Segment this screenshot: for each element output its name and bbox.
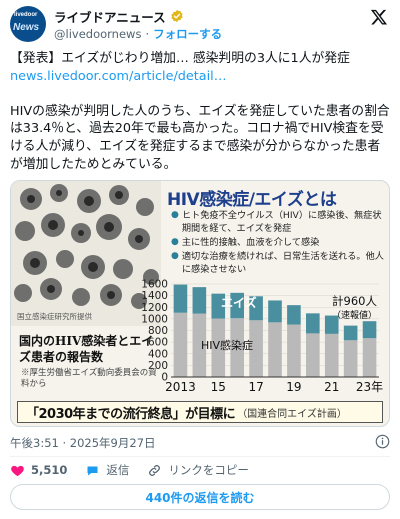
bullet-dot-icon: ●	[171, 210, 179, 220]
y-tick-label: 0	[161, 372, 168, 384]
bar-hiv-2020	[306, 333, 320, 377]
bar-hiv-2016	[230, 318, 244, 377]
bar-aids-2020	[306, 313, 320, 334]
name-row: ライブドアニュース	[54, 8, 184, 25]
copy-link-button[interactable]: リンクをコピー	[147, 462, 249, 478]
tweet-text: 【発表】エイズがじわり増加… 感染判明の3人に1人が発症 news.livedo…	[10, 50, 392, 173]
heart-icon	[11, 465, 24, 476]
bar-hiv-2018	[268, 322, 282, 377]
account-name[interactable]: ライブドアニュース	[54, 9, 166, 25]
bar-aids-2017	[249, 296, 263, 321]
series-label-aids: エイズ	[221, 295, 257, 310]
hiv-virus-photo: 国立感染症研究所提供	[11, 181, 161, 326]
verified-badge-icon	[170, 9, 183, 23]
separator-dot: ·	[145, 27, 150, 41]
article-link[interactable]: news.livedoor.com/article/detail…	[10, 68, 227, 84]
info-bullets: ● ヒト免疫不全ウイルス（HIV）に感染後、無症状期間を経て、エイズを発症 ● 主に…	[171, 209, 389, 277]
bar-aids-2021	[324, 315, 339, 334]
bar-hiv-2014	[192, 313, 207, 377]
goal-banner-sub: （国連合同エイズ計画）	[237, 408, 347, 420]
total-annotation: 計960人	[332, 294, 377, 308]
handle-row: @livedoornews · フォローする	[54, 26, 222, 42]
bullet-dot-icon: ●	[171, 237, 179, 247]
like-count: 5,510	[31, 463, 68, 477]
x-tick-label: 21	[324, 380, 339, 394]
virus-micrograph	[14, 184, 159, 309]
info-bullet: ● 適切な治療を続ければ、日常生活を送れる。他人に感染させない	[171, 251, 384, 275]
bar-aids-2022	[343, 325, 358, 341]
y-tick-label: 200	[148, 360, 168, 372]
attached-image[interactable]: 国立感染症研究所提供 HIV感染症/エイズとは ● ヒト免疫不全ウイルス（HIV）…	[10, 180, 390, 427]
reply-label: 返信	[106, 463, 130, 477]
reply-button[interactable]: 返信	[85, 462, 129, 478]
tweet-header: livedoor News ライブドアニュース @livedoornews · …	[10, 6, 390, 42]
avatar-text-bottom: News	[13, 22, 40, 33]
bar-hiv-2021	[324, 333, 339, 377]
goal-banner: 「2030年までの流行終息」が目標に （国連合同エイズ計画）	[17, 401, 383, 423]
info-icon[interactable]	[375, 434, 390, 449]
account-handle[interactable]: @livedoornews	[54, 27, 142, 41]
bar-aids-2023	[362, 321, 377, 339]
tweet-headline: 【発表】エイズがじわり増加… 感染判明の3人に1人が発症	[10, 51, 350, 66]
action-bar: 5,510 返信 リンクをコピー	[10, 460, 267, 480]
bar-hiv-2023	[362, 338, 377, 377]
goal-banner-main: 「2030年までの流行終息」が目標に	[26, 406, 236, 422]
info-title: HIV感染症/エイズとは	[167, 190, 337, 210]
total-annotation-note: （速報値）	[332, 309, 377, 321]
bar-aids-2019	[287, 305, 301, 325]
bar-hiv-2013	[173, 312, 188, 377]
bar-hiv-2019	[287, 324, 301, 377]
y-tick-label: 600	[148, 337, 168, 349]
bar-hiv-2017	[249, 320, 263, 377]
read-replies-button[interactable]: 440件の返信を読む	[10, 484, 390, 510]
x-tick-label: 19	[286, 380, 301, 394]
photo-caption: 国立感染症研究所提供	[17, 312, 92, 321]
y-tick-label: 1200	[141, 302, 168, 314]
info-bullet: ● ヒト免疫不全ウイルス（HIV）に感染後、無症状期間を経て、エイズを発症	[171, 210, 382, 234]
reply-bubble-icon	[87, 465, 98, 475]
bar-aids-2013	[173, 284, 188, 313]
divider	[10, 456, 390, 457]
follow-button[interactable]: フォローする	[153, 27, 223, 41]
like-button[interactable]: 5,510	[10, 463, 67, 478]
bullet-dot-icon: ●	[171, 251, 179, 261]
chart-source-note: ※厚生労働省エイズ動向委員会の資料から	[21, 368, 157, 389]
link-icon	[149, 464, 161, 476]
x-tick-label: 15	[211, 380, 226, 394]
bar-aids-2018	[268, 300, 282, 323]
tweet-body: HIVの感染が判明した人のうち、エイズを発症していた患者の割合は33.4％と、過…	[10, 103, 390, 172]
bar-hiv-2022	[343, 340, 358, 377]
y-tick-label: 1400	[141, 290, 168, 302]
x-tick-label: 23年	[356, 380, 383, 394]
bar-hiv-2015	[211, 318, 226, 377]
chart-left-title: 国内のHIV感染者とエイズ患者の報告数	[19, 334, 154, 364]
series-label-hiv: HIV感染症	[201, 338, 253, 352]
bar-aids-2014	[192, 287, 207, 314]
info-bullet: ● 主に性的接触、血液を介して感染	[171, 237, 320, 248]
copy-link-label: リンクをコピー	[168, 463, 249, 477]
avatar[interactable]: livedoor News	[10, 6, 46, 42]
bar-aids-2015	[211, 293, 226, 319]
y-tick-label: 1600	[141, 279, 168, 291]
y-tick-label: 400	[148, 348, 168, 360]
x-logo-icon[interactable]	[370, 8, 388, 26]
bar-aids-2016	[230, 292, 244, 319]
tweet-timestamp[interactable]: 午後3:51 · 2025年9月27日	[10, 436, 156, 450]
x-tick-label: 2013	[165, 380, 196, 394]
y-tick-label: 800	[148, 325, 168, 337]
x-tick-label: 17	[248, 380, 263, 394]
y-tick-label: 1000	[141, 313, 168, 325]
avatar-text-top: livedoor	[14, 12, 38, 18]
